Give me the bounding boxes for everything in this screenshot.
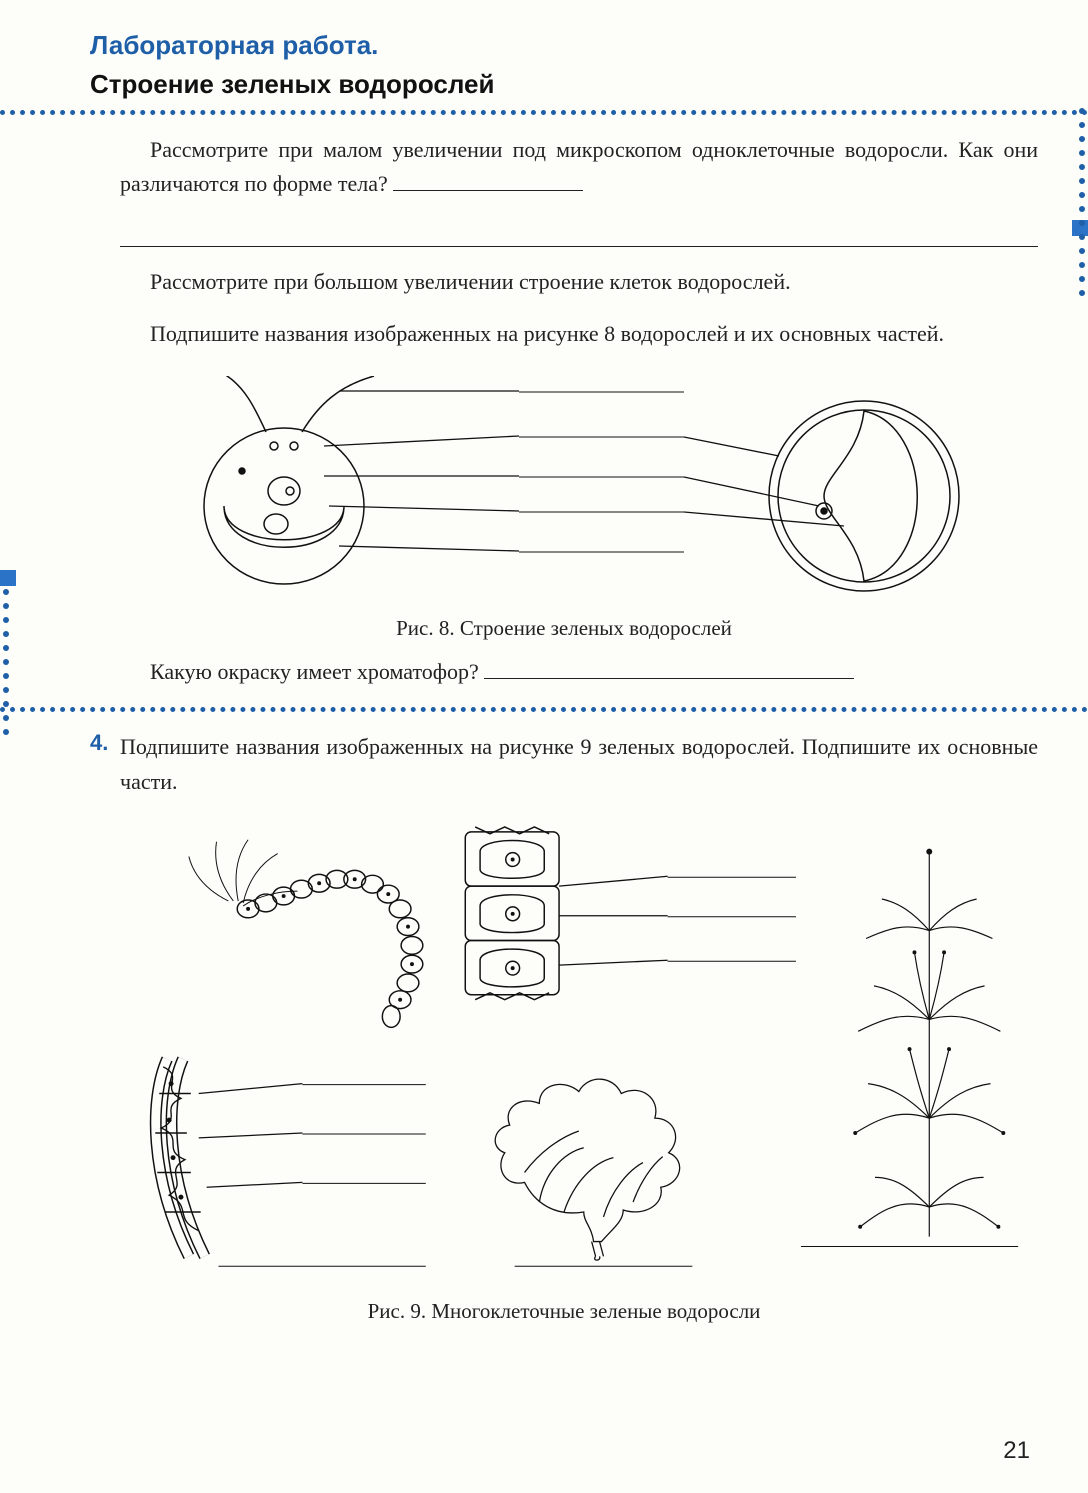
paragraph-4-text: Какую окраску имеет хроматофор? — [150, 659, 479, 684]
margin-marker-left — [0, 570, 16, 586]
margin-marker-right — [1072, 220, 1088, 236]
fig9-spirogyra — [155, 1059, 426, 1266]
lab-subtitle: Строение зеленых водорослей — [90, 69, 1038, 100]
dotted-column-left — [0, 586, 12, 741]
figure-8-svg — [120, 376, 1008, 606]
paragraph-1-text: Рассмотрите при малом увеличении под мик… — [120, 137, 1038, 196]
fig9-ulva — [495, 1079, 692, 1266]
figure-8-caption: Рис. 8. Строение зеленых водорослей — [90, 616, 1038, 641]
question-4: 4. Подпишите названия изображенных на ри… — [90, 730, 1038, 798]
figure-8 — [120, 376, 1008, 606]
lab-title: Лабораторная работа. — [90, 30, 1038, 61]
fig9-ulothrix — [465, 827, 796, 1000]
dotted-divider-mid — [0, 707, 1088, 712]
paragraph-4: Какую окраску имеет хроматофор? — [120, 655, 1038, 689]
dotted-divider-top — [0, 110, 1088, 115]
question-4-text: Подпишите названия изображенных на рисун… — [120, 730, 1038, 798]
dotted-column-right — [1076, 105, 1088, 305]
question-4-number: 4. — [90, 730, 120, 798]
figure-9-svg — [100, 819, 1028, 1289]
paragraph-2: Рассмотрите при большом увеличении строе… — [120, 265, 1038, 299]
paragraph-1: Рассмотрите при малом увеличении под мик… — [120, 133, 1038, 201]
figure-9-caption: Рис. 9. Многоклеточные зеленые водоросли — [90, 1299, 1038, 1324]
fig9-chara — [853, 848, 1005, 1236]
page-number: 21 — [1003, 1437, 1030, 1465]
answer-line-1[interactable] — [120, 219, 1038, 247]
page: Лабораторная работа. Строение зеленых во… — [0, 0, 1088, 1493]
paragraph-3: Подпишите названия изображенных на рисун… — [120, 317, 1038, 351]
fig9-chain — [189, 839, 423, 1027]
figure-9 — [100, 819, 1028, 1289]
